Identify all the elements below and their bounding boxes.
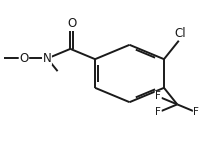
Text: O: O [67,17,76,30]
Text: F: F [155,107,161,117]
Text: Cl: Cl [174,26,186,40]
Text: N: N [43,52,51,65]
Text: F: F [155,91,161,101]
Text: O: O [19,52,29,65]
Text: F: F [193,107,199,117]
